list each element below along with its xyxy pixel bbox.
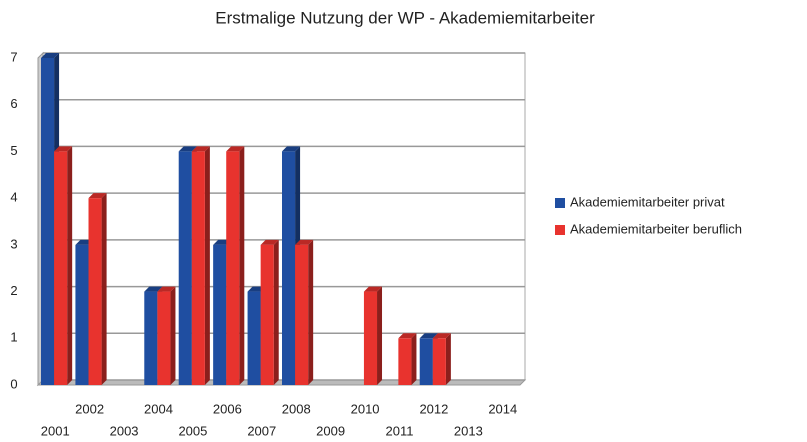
y-tick-label: 5 [10, 143, 17, 158]
bar-side [204, 146, 210, 385]
legend-label: Akademiemitarbeiter beruflich [570, 221, 742, 236]
bar-top [88, 193, 107, 199]
bar [75, 244, 89, 385]
bar [282, 151, 296, 385]
bar [41, 58, 55, 385]
bar-top [157, 286, 176, 292]
bar-top [363, 286, 383, 292]
y-tick-label: 4 [10, 190, 17, 205]
bar-top [282, 146, 301, 152]
y-tick-label: 2 [10, 283, 17, 298]
y-tick-label: 7 [10, 49, 17, 64]
bar [247, 291, 261, 385]
bar-top [144, 286, 163, 292]
bar-top [398, 333, 417, 339]
bar-top [191, 146, 210, 152]
bar [432, 338, 446, 385]
bar-side [308, 239, 314, 385]
bar [144, 291, 158, 385]
bar-top [226, 146, 245, 152]
chart-title: Erstmalige Nutzung der WP - Akademiemita… [215, 8, 595, 27]
y-tick-label: 3 [10, 236, 17, 251]
x-tick-label: 2005 [178, 423, 207, 438]
x-tick-label: 2008 [282, 401, 311, 416]
bar-side [273, 239, 279, 385]
bar-side [411, 333, 417, 385]
x-tick-label: 2003 [110, 423, 139, 438]
bar-side [377, 286, 383, 385]
bar [157, 291, 171, 385]
bar [54, 151, 68, 385]
bar-side [67, 146, 73, 385]
bar [419, 338, 433, 385]
bar-top [54, 146, 73, 152]
bar-top [178, 146, 197, 152]
bar-top [260, 239, 279, 245]
bar-side [170, 286, 176, 385]
bar [178, 151, 192, 385]
legend-label: Akademiemitarbeiter privat [570, 194, 725, 209]
bar-top [419, 333, 438, 339]
x-tick-label: 2007 [247, 423, 276, 438]
bar-side [445, 333, 451, 385]
x-tick-label: 2006 [213, 401, 242, 416]
bar-side [101, 193, 107, 385]
x-tick-label: 2004 [144, 401, 173, 416]
bar [295, 244, 309, 385]
bar-top [41, 53, 60, 58]
x-tick-label: 2013 [454, 423, 483, 438]
legend-swatch [555, 225, 565, 235]
bar [88, 198, 102, 385]
x-tick-label: 2012 [419, 401, 448, 416]
x-tick-label: 2010 [351, 401, 380, 416]
y-tick-label: 0 [10, 376, 17, 391]
bar-side [239, 146, 245, 385]
legend-swatch [555, 198, 565, 208]
x-tick-label: 2001 [41, 423, 70, 438]
x-tick-label: 2014 [488, 401, 517, 416]
x-tick-label: 2002 [75, 401, 104, 416]
bar [260, 244, 274, 385]
bar-top [432, 333, 451, 339]
bar [191, 151, 205, 385]
bar [398, 338, 412, 385]
y-tick-label: 6 [10, 96, 17, 111]
bar [363, 291, 378, 385]
x-tick-label: 2009 [316, 423, 345, 438]
bar-top [295, 239, 314, 245]
bar [226, 151, 240, 385]
bar [213, 244, 227, 385]
x-tick-label: 2011 [386, 423, 414, 438]
y-tick-label: 1 [10, 330, 17, 345]
